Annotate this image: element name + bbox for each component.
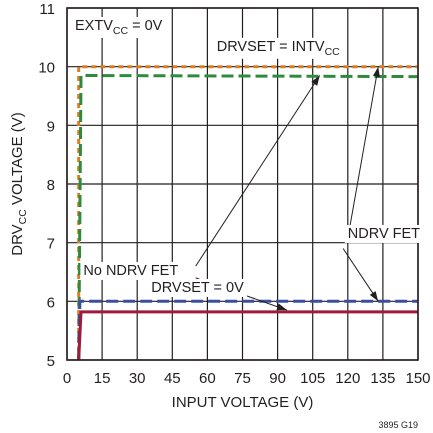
y-tick-label: 11 (39, 1, 55, 18)
x-tick-label: 135 (370, 370, 395, 387)
annotation-label: DRVSET = INTVCC (217, 39, 340, 58)
annotations: DRVSET = INTVCC DRVSET = 0V NDRV FET No NDR… (80, 37, 424, 297)
y-tick-label: 5 (47, 353, 55, 370)
annotation-label: NDRV FET (348, 226, 420, 242)
y-tick-label: 9 (47, 118, 55, 135)
annotation-label: No NDRV FET (83, 263, 178, 279)
x-tick-label: 60 (199, 370, 216, 387)
annotation-label: DRVSET = 0V (151, 280, 244, 296)
x-tick-label: 75 (234, 370, 251, 387)
x-tick-label: 30 (129, 370, 146, 387)
series-line-1 (77, 65, 418, 360)
y-tick-label: 7 (47, 236, 55, 253)
plot-frame (66, 7, 419, 361)
series-line-4 (77, 310, 418, 361)
x-tick-label: 90 (269, 370, 286, 387)
x-tick-label: 150 (405, 370, 430, 387)
condition-background (72, 17, 166, 38)
x-tick-label: 105 (300, 370, 325, 387)
figure-id: 3895 G19 (378, 420, 418, 430)
arrow-line (349, 66, 379, 226)
y-tick-label: 8 (47, 177, 55, 194)
series-line-2 (77, 74, 419, 361)
annotation-background (344, 224, 424, 243)
x-axis-title: INPUT VOLTAGE (V) (172, 394, 314, 411)
y-axis-title: DRVCC VOLTAGE (V) (9, 112, 29, 256)
arrow-head (373, 66, 380, 78)
condition-label: EXTVCC = 0V (75, 18, 163, 37)
x-tick-label: 120 (335, 370, 360, 387)
arrow-head (276, 303, 287, 311)
arrow-head (311, 75, 320, 86)
tick-labels: 0 15 30 45 60 75 90 105 120 135 150 5 6 7 8 9 10 11 (38, 1, 430, 387)
grid (66, 7, 419, 361)
arrow-head (369, 291, 379, 302)
annotation-background (148, 278, 248, 297)
arrow-line (195, 75, 321, 267)
arrow-line (342, 248, 379, 302)
x-tick-label: 15 (94, 370, 111, 387)
series-line-3 (77, 299, 418, 361)
y-tick-label: 6 (47, 294, 55, 311)
x-tick-label: 45 (164, 370, 181, 387)
annotation-background (213, 37, 344, 59)
y-tick-label: 10 (38, 60, 55, 77)
annotation-arrows (195, 66, 380, 311)
series-lines (77, 65, 419, 361)
x-tick-label: 0 (63, 370, 71, 387)
annotation-background (80, 261, 182, 280)
